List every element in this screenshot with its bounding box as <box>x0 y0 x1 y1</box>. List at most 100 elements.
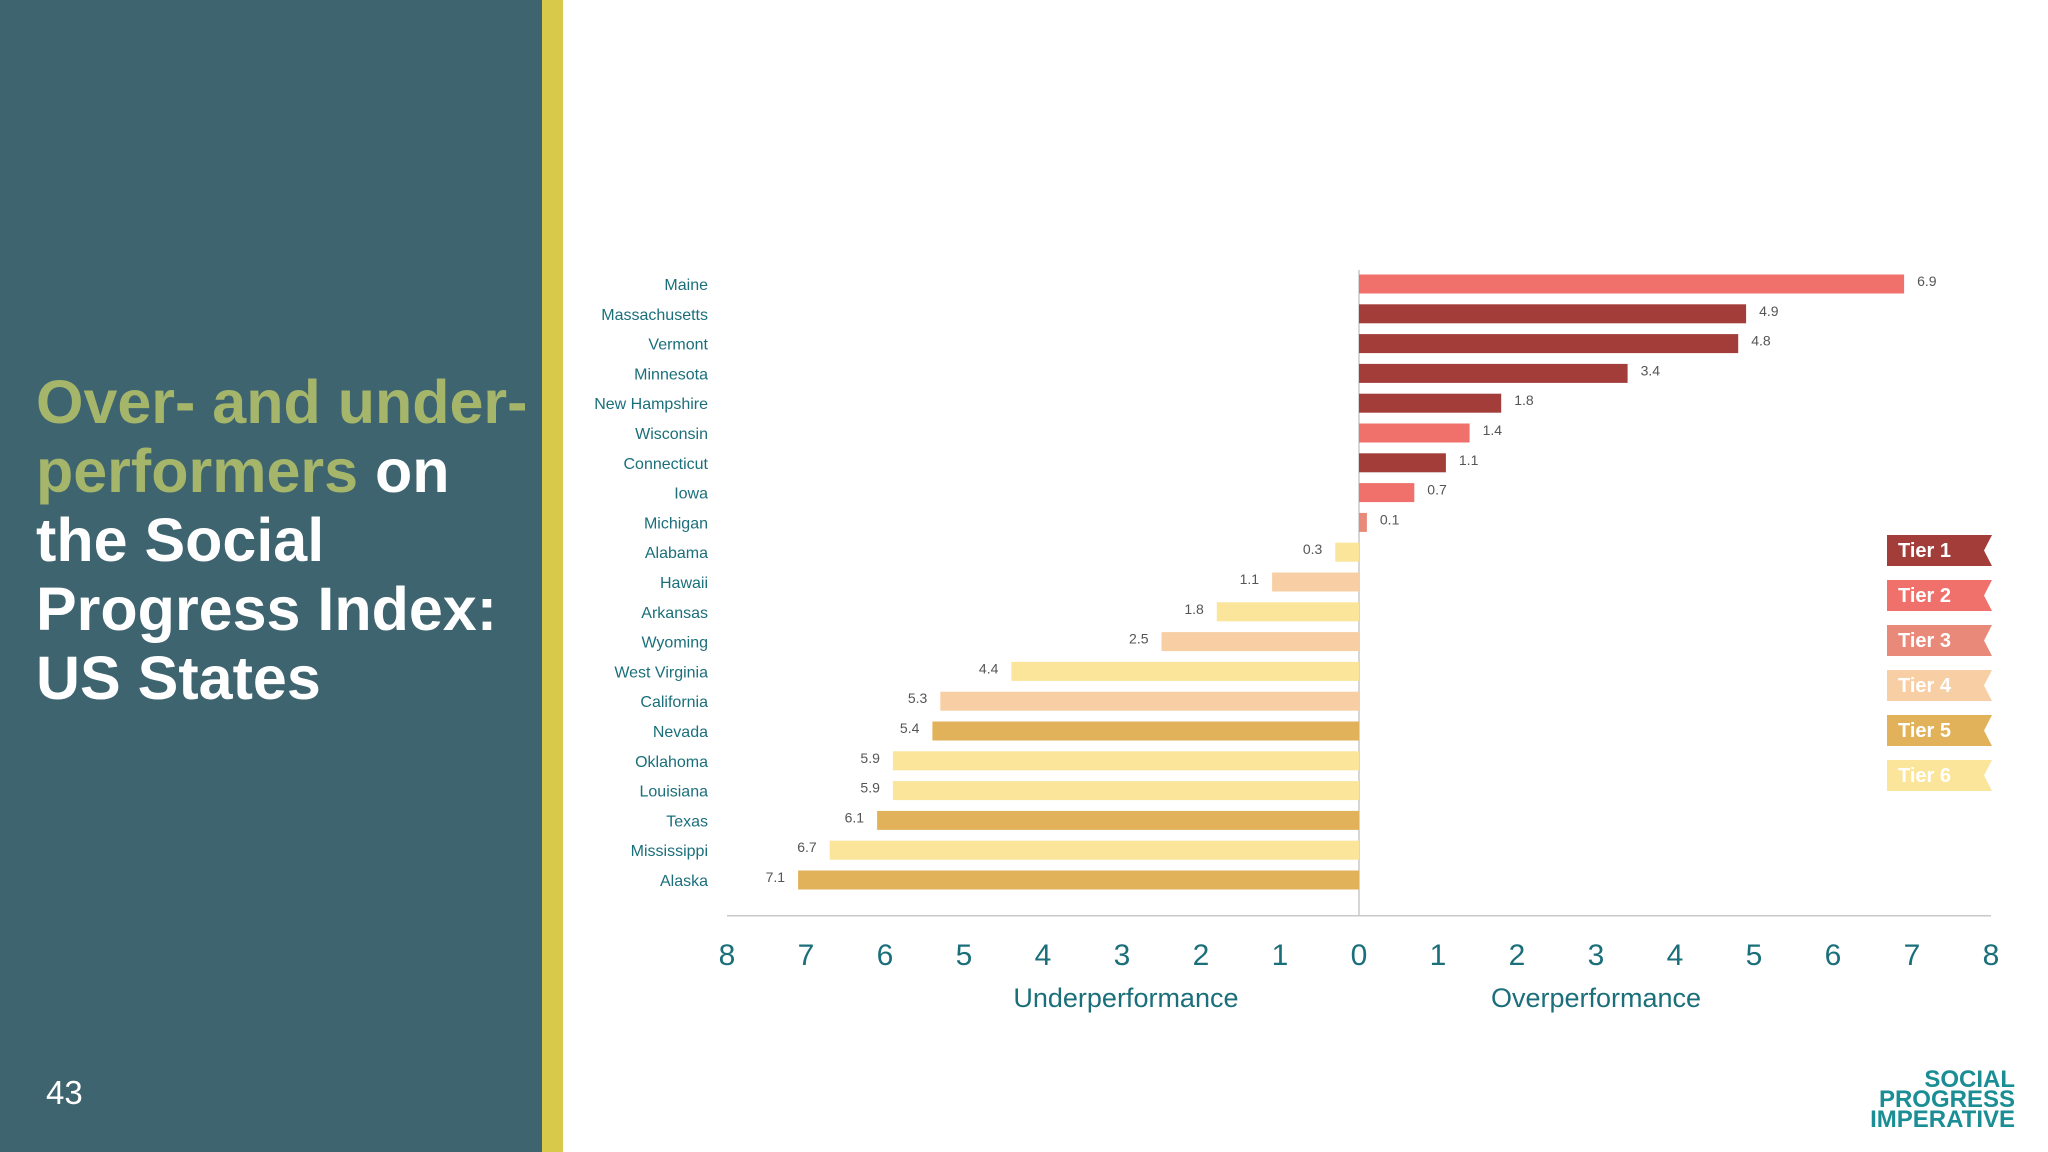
bar-iowa <box>1359 483 1415 503</box>
bar-wyoming <box>1161 632 1359 652</box>
value-label: 4.8 <box>1751 333 1771 349</box>
legend-swatch-1 <box>1887 535 1992 566</box>
value-label: 4.9 <box>1759 303 1779 319</box>
slide-title-rest: on the Social Progress Index: US States <box>36 437 498 712</box>
category-label: Oklahoma <box>635 754 708 771</box>
value-label: 1.1 <box>1459 452 1479 468</box>
category-label: Louisiana <box>640 784 709 801</box>
x-tick-label: 4 <box>1667 939 1684 972</box>
bar-arkansas <box>1216 602 1359 622</box>
legend-swatch-6 <box>1887 760 1992 791</box>
category-label: Wyoming <box>641 635 708 652</box>
chart-legend: Tier 1 Tier 2 Tier 3 Tier 4 Tier 5 Tier 6 <box>1887 535 1992 791</box>
bar-massachusetts <box>1359 304 1747 324</box>
x-tick-label: 7 <box>1904 939 1921 972</box>
bar-wisconsin <box>1359 423 1470 443</box>
title-panel <box>0 0 542 1152</box>
category-label: Michigan <box>644 515 708 532</box>
category-label: New Hampshire <box>594 396 708 413</box>
value-label: 7.1 <box>766 869 786 885</box>
x-tick-label: 6 <box>877 939 894 972</box>
bar-west-virginia <box>1011 661 1359 681</box>
x-tick-label: 3 <box>1114 939 1131 972</box>
legend-swatch-5 <box>1887 715 1992 746</box>
page-number: 43 <box>46 1074 83 1111</box>
category-label: West Virginia <box>614 664 708 681</box>
value-label: 0.1 <box>1380 511 1400 527</box>
x-tick-label: 7 <box>798 939 815 972</box>
x-tick-label: 4 <box>1035 939 1052 972</box>
chart-labels: 8 7 6 5 4 3 2 1 0 1 2 3 4 5 6 7 8 Underperformance Overper… <box>594 273 1999 1013</box>
value-label: 2.5 <box>1129 631 1149 647</box>
category-label: Hawaii <box>660 575 708 592</box>
category-label: Iowa <box>674 486 708 503</box>
value-label: 0.3 <box>1303 541 1323 557</box>
logo-line-1: SOCIAL <box>1924 1066 2015 1093</box>
bar-hawaii <box>1272 572 1359 592</box>
legend-swatch-4 <box>1887 670 1992 701</box>
value-label: 6.9 <box>1917 273 1937 289</box>
category-label: Massachusetts <box>601 307 708 324</box>
value-label: 6.1 <box>845 809 865 825</box>
bar-louisiana <box>892 781 1359 801</box>
value-label: 1.4 <box>1483 422 1503 438</box>
x-tick-label: 8 <box>1983 939 2000 972</box>
legend-label: Tier 3 <box>1898 630 1951 652</box>
x-tick-label: 5 <box>1746 939 1763 972</box>
category-label: Nevada <box>653 724 708 741</box>
category-label: Alaska <box>660 873 708 890</box>
bar-oklahoma <box>892 751 1359 771</box>
legend-label: Tier 4 <box>1898 675 1952 697</box>
slide-title-highlight: Over- and under-performers <box>36 368 528 505</box>
performance-chart: 8 7 6 5 4 3 2 1 0 1 2 3 4 5 6 7 8 Underperformance Overper… <box>594 270 1999 1013</box>
x-axis-label-right: Overperformance <box>1491 983 1701 1013</box>
bar-alaska <box>798 870 1359 890</box>
category-label: California <box>640 694 708 711</box>
x-tick-label: 0 <box>1351 939 1368 972</box>
legend-label: Tier 5 <box>1898 720 1951 742</box>
value-label: 3.4 <box>1641 362 1661 378</box>
chart-bars <box>798 274 1905 890</box>
value-label: 5.4 <box>900 720 920 736</box>
bar-michigan <box>1359 512 1367 532</box>
category-label: Maine <box>664 277 708 294</box>
bar-new-hampshire <box>1359 393 1502 413</box>
legend-swatch-3 <box>1887 625 1992 656</box>
social-progress-imperative-logo: SOCIAL PROGRESS IMPERATIVE <box>1870 1066 2015 1132</box>
bar-texas <box>877 810 1359 830</box>
bar-mississippi <box>829 840 1359 860</box>
value-label: 4.4 <box>979 660 999 676</box>
value-label: 1.8 <box>1514 392 1534 408</box>
x-tick-label: 5 <box>956 939 973 972</box>
legend-label: Tier 1 <box>1898 540 1951 562</box>
bar-vermont <box>1359 334 1739 354</box>
logo-line-2: PROGRESS <box>1878 1086 2015 1113</box>
x-tick-label: 1 <box>1430 939 1447 972</box>
category-label: Vermont <box>648 337 708 354</box>
x-tick-label: 8 <box>719 939 736 972</box>
bar-alabama <box>1335 542 1359 562</box>
value-label: 5.3 <box>908 690 928 706</box>
bar-maine <box>1359 274 1905 294</box>
x-axis-label-left: Underperformance <box>1013 983 1238 1013</box>
category-label: Wisconsin <box>635 426 708 443</box>
bar-connecticut <box>1359 453 1446 473</box>
value-label: 5.9 <box>860 780 880 796</box>
value-label: 1.8 <box>1184 601 1204 617</box>
category-label: Mississippi <box>631 843 708 860</box>
category-label: Arkansas <box>641 605 708 622</box>
legend-label: Tier 2 <box>1898 585 1951 607</box>
value-label: 5.9 <box>860 750 880 766</box>
value-label: 6.7 <box>797 839 817 855</box>
category-label: Connecticut <box>624 456 709 473</box>
legend-label: Tier 6 <box>1898 765 1951 787</box>
x-tick-label: 2 <box>1193 939 1210 972</box>
category-label: Minnesota <box>634 366 708 383</box>
x-tick-label: 1 <box>1272 939 1289 972</box>
value-label: 0.7 <box>1427 482 1447 498</box>
x-tick-label: 2 <box>1509 939 1526 972</box>
category-label: Alabama <box>645 545 708 562</box>
value-label: 1.1 <box>1240 571 1260 587</box>
x-tick-label: 3 <box>1588 939 1605 972</box>
bar-nevada <box>932 721 1359 741</box>
